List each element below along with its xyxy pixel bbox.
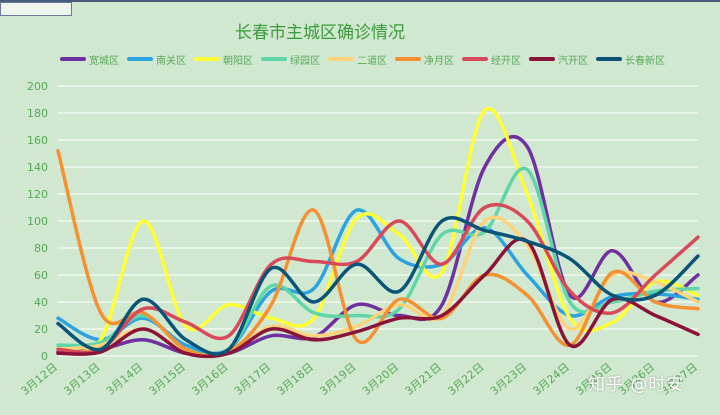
- y-tick-label: 40: [34, 296, 48, 309]
- series-line-2: [56, 106, 700, 354]
- legend-item-2: 朝阳区: [194, 52, 253, 67]
- x-tick-label: 3月12日: [19, 360, 60, 398]
- legend-label: 净月区: [424, 55, 454, 67]
- legend-swatch: [596, 57, 622, 61]
- legend-swatch: [395, 57, 421, 61]
- x-tick-label: 3月24日: [531, 360, 572, 398]
- y-tick-label: 180: [27, 107, 48, 120]
- legend-item-0: 宽城区: [60, 52, 119, 67]
- top-left-box: [0, 2, 72, 16]
- legend-swatch: [127, 57, 153, 61]
- legend-label: 朝阳区: [223, 55, 253, 67]
- legend-swatch: [194, 57, 220, 61]
- y-tick-label: 0: [41, 350, 48, 363]
- legend-item-7: 汽开区: [529, 52, 588, 67]
- x-tick-label: 3月22日: [445, 360, 486, 398]
- legend-label: 汽开区: [558, 55, 588, 67]
- legend-item-1: 南关区: [127, 52, 186, 67]
- legend-item-4: 二道区: [328, 52, 387, 67]
- x-tick-label: 3月15日: [147, 360, 188, 398]
- series-line-7: [56, 237, 700, 359]
- legend-swatch: [60, 57, 86, 61]
- y-tick-label: 100: [27, 215, 48, 228]
- legend-item-8: 长春新区: [596, 52, 665, 67]
- series-line-8: [56, 216, 700, 356]
- y-tick-label: 20: [34, 323, 48, 336]
- watermark: 知乎 @时安: [588, 375, 685, 395]
- legend-label: 绿园区: [290, 55, 320, 67]
- legend-item-6: 经开区: [462, 52, 521, 67]
- x-tick-label: 3月16日: [189, 360, 230, 398]
- legend-label: 经开区: [491, 55, 521, 67]
- chart-legend: 宽城区 南关区 朝阳区 绿园区 二道区 净月区 经开区 汽开区 长春新区: [60, 50, 665, 68]
- x-tick-label: 3月18日: [275, 360, 316, 398]
- legend-swatch: [328, 57, 354, 61]
- x-tick-label: 3月20日: [360, 360, 401, 398]
- series-line-5: [56, 149, 700, 358]
- series-line-6: [56, 202, 700, 354]
- x-tick-label: 3月23日: [488, 360, 529, 398]
- chart-title: 长春市主城区确诊情况: [235, 23, 405, 43]
- x-tick-label: 3月14日: [104, 360, 145, 398]
- legend-item-5: 净月区: [395, 52, 454, 67]
- y-tick-label: 140: [27, 161, 48, 174]
- legend-label: 长春新区: [625, 55, 665, 67]
- y-tick-label: 80: [34, 242, 48, 255]
- legend-label: 南关区: [156, 55, 186, 67]
- x-tick-label: 3月13日: [61, 360, 102, 398]
- x-tick-label: 3月21日: [403, 360, 444, 398]
- legend-label: 二道区: [357, 55, 387, 67]
- x-tick-label: 3月19日: [317, 360, 358, 398]
- y-tick-label: 120: [27, 188, 48, 201]
- legend-swatch: [462, 57, 488, 61]
- y-tick-label: 60: [34, 269, 48, 282]
- y-tick-label: 160: [27, 134, 48, 147]
- legend-label: 宽城区: [89, 55, 119, 67]
- legend-swatch: [261, 57, 287, 61]
- y-tick-label: 200: [27, 80, 48, 93]
- x-tick-label: 3月17日: [232, 360, 273, 398]
- legend-swatch: [529, 57, 555, 61]
- legend-item-3: 绿园区: [261, 52, 320, 67]
